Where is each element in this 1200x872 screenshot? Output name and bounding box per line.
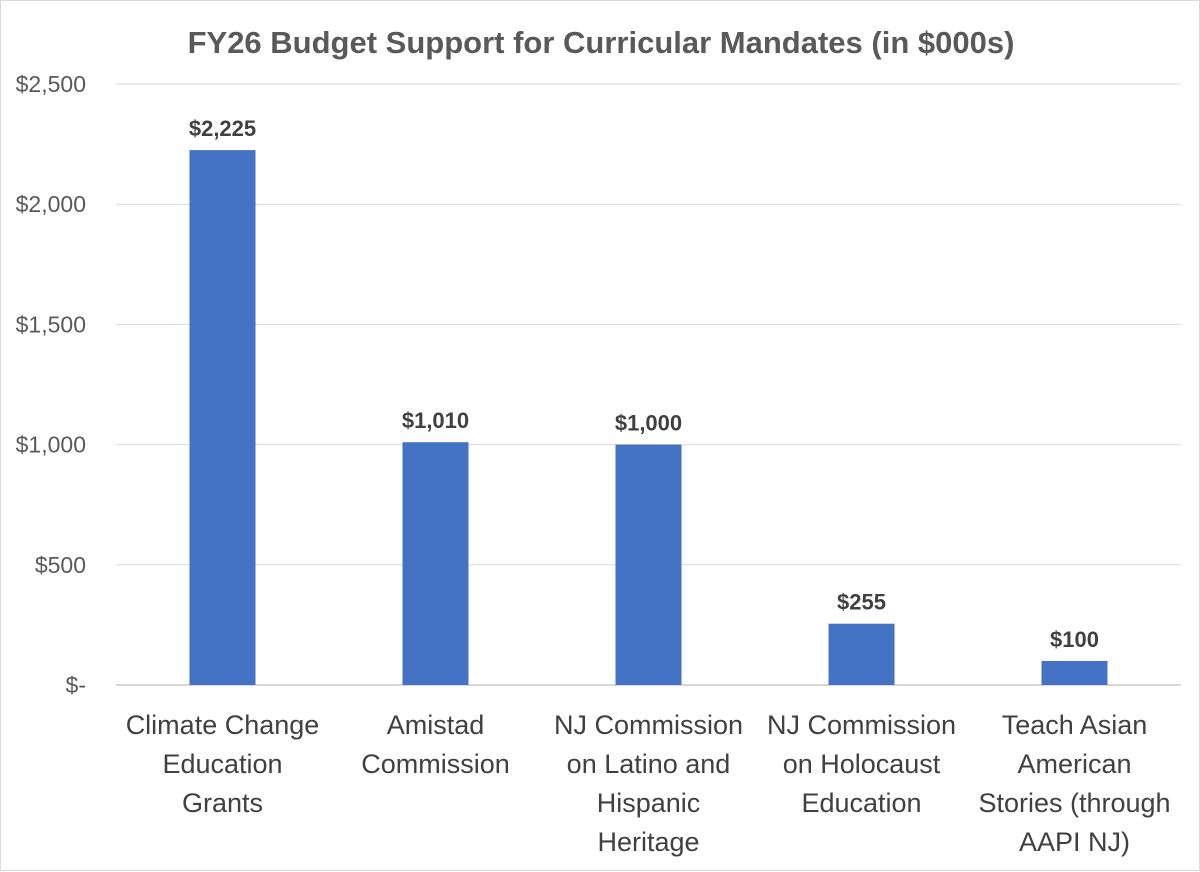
category-label-line: Hispanic bbox=[597, 788, 701, 818]
x-axis-categories: Climate Change Education Grants Amistad Comm… bbox=[126, 710, 1171, 857]
category-label: NJ Commission on Latino and Hispanic Herita… bbox=[554, 710, 743, 857]
data-label: $255 bbox=[837, 590, 886, 615]
bar bbox=[189, 150, 256, 686]
data-label: $2,225 bbox=[189, 116, 256, 141]
bar bbox=[828, 623, 895, 685]
category-label-line: Education bbox=[801, 788, 921, 818]
category-label-line: on Holocaust bbox=[783, 749, 941, 779]
category-label-line: Teach Asian bbox=[1002, 710, 1148, 740]
bar bbox=[615, 444, 682, 685]
category-label-line: NJ Commission bbox=[767, 710, 956, 740]
category-label-line: on Latino and bbox=[567, 749, 731, 779]
y-tick-label: $2,000 bbox=[16, 191, 86, 217]
chart-title: FY26 Budget Support for Curricular Manda… bbox=[188, 25, 1015, 60]
y-tick-label: $500 bbox=[35, 552, 86, 578]
category-label: Teach Asian American Stories (through AAPI … bbox=[978, 710, 1170, 857]
y-tick-label: $2,500 bbox=[16, 71, 86, 97]
category-label-line: Climate Change bbox=[126, 710, 320, 740]
bars bbox=[189, 150, 1108, 686]
category-label-line: Stories (through bbox=[978, 788, 1170, 818]
y-tick-label: $1,500 bbox=[16, 311, 86, 337]
y-axis-ticks: $- $500 $1,000 $1,500 $2,000 $2,500 bbox=[16, 71, 86, 698]
data-label: $1,000 bbox=[615, 411, 682, 436]
y-tick-label: $- bbox=[66, 672, 86, 698]
category-label: Climate Change Education Grants bbox=[126, 710, 320, 818]
category-label: NJ Commission on Holocaust Education bbox=[767, 710, 956, 818]
category-label-line: NJ Commission bbox=[554, 710, 743, 740]
category-label-line: Education bbox=[162, 749, 282, 779]
data-labels: $2,225 $1,010 $1,000 $255 $100 bbox=[189, 116, 1099, 652]
category-label-line: Commission bbox=[361, 749, 510, 779]
category-label-line: Heritage bbox=[597, 827, 699, 857]
y-tick-label: $1,000 bbox=[16, 432, 86, 458]
bar bbox=[1041, 660, 1108, 685]
data-label: $1,010 bbox=[402, 408, 469, 433]
data-label: $100 bbox=[1050, 627, 1099, 652]
category-label-line: American bbox=[1017, 749, 1131, 779]
bar bbox=[402, 442, 469, 685]
category-label-line: Grants bbox=[182, 788, 263, 818]
category-label-line: Amistad bbox=[387, 710, 485, 740]
category-label: Amistad Commission bbox=[361, 710, 510, 779]
category-label-line: AAPI NJ) bbox=[1019, 827, 1130, 857]
